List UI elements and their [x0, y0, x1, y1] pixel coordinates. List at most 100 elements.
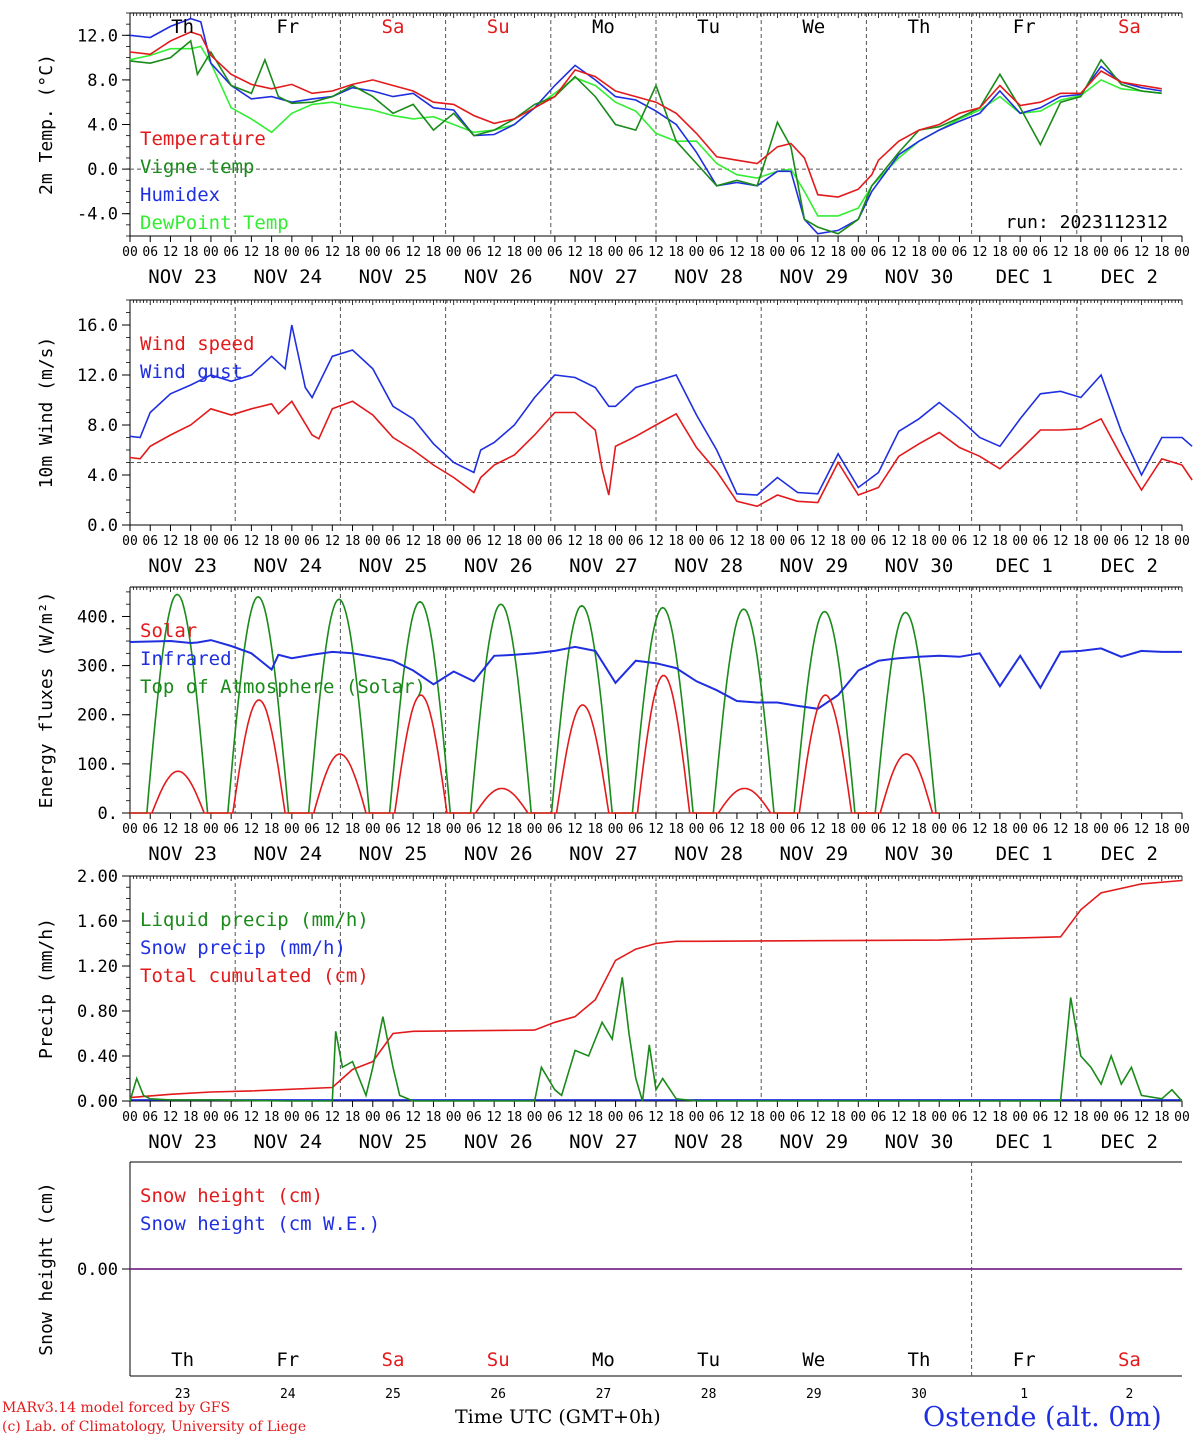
hour-tick-label: 18 — [911, 245, 927, 260]
hour-tick-label: 18 — [587, 1110, 603, 1125]
hour-tick-label: 12 — [405, 1110, 421, 1125]
hour-tick-label: 18 — [264, 1110, 280, 1125]
hour-tick-label: 00 — [446, 245, 462, 260]
hour-tick-label: 06 — [142, 1110, 158, 1125]
hour-tick-label: 18 — [1073, 822, 1089, 837]
hour-tick-label: 00 — [608, 245, 624, 260]
date-label: NOV 23 — [148, 555, 217, 577]
day-name-label: Th — [908, 1349, 931, 1371]
hour-tick-label: 00 — [1093, 822, 1109, 837]
date-label: NOV 27 — [569, 555, 638, 577]
hour-tick-label: 06 — [871, 534, 887, 549]
hour-tick-label: 18 — [507, 1110, 523, 1125]
hour-tick-label: 18 — [749, 245, 765, 260]
legend-entry: Top of Atmosphere (Solar) — [140, 676, 426, 698]
series-line-wind-speed — [129, 400, 1193, 508]
y-tick-label: 0.00 — [77, 1092, 118, 1112]
hour-tick-label: 18 — [1154, 245, 1170, 260]
y-tick-label: 1.20 — [77, 957, 118, 977]
date-label: NOV 27 — [569, 843, 638, 865]
hour-tick-label: 12 — [972, 1110, 988, 1125]
hour-tick-label: 06 — [871, 822, 887, 837]
day-name-label: Fr — [276, 16, 299, 38]
y-tick-label: 1.60 — [77, 912, 118, 932]
hour-tick-label: 06 — [223, 534, 239, 549]
hour-tick-label: 06 — [790, 534, 806, 549]
hour-tick-label: 00 — [284, 245, 300, 260]
hour-tick-label: 06 — [790, 245, 806, 260]
hour-tick-label: 12 — [324, 245, 340, 260]
y-axis-label: 10m Wind (m/s) — [36, 337, 57, 489]
series-line-liquid-precip-mm-h- — [129, 977, 1183, 1102]
hour-tick-label: 00 — [770, 245, 786, 260]
date-label: DEC 1 — [996, 1131, 1053, 1153]
date-label: NOV 26 — [464, 555, 533, 577]
hour-tick-label: 12 — [163, 245, 179, 260]
legend-entry: Solar — [140, 620, 197, 642]
y-tick-label: 8.0 — [87, 416, 118, 436]
hour-tick-label: 00 — [931, 245, 947, 260]
hour-tick-label: 12 — [648, 822, 664, 837]
day-name-label: Su — [487, 1349, 510, 1371]
series-line-top-of-atmosphere-solar- — [130, 593, 940, 814]
hour-tick-label: 06 — [466, 822, 482, 837]
hour-tick-label: 12 — [244, 534, 260, 549]
hour-tick-label: 00 — [1012, 1110, 1028, 1125]
hour-tick-label: 18 — [345, 1110, 361, 1125]
date-label: NOV 30 — [885, 266, 954, 288]
hour-tick-label: 00 — [365, 534, 381, 549]
date-label: NOV 30 — [885, 1131, 954, 1153]
date-label: NOV 29 — [779, 1131, 848, 1153]
day-number-label: 28 — [701, 1387, 717, 1402]
date-label: NOV 27 — [569, 266, 638, 288]
hour-tick-label: 12 — [1134, 534, 1150, 549]
hour-tick-label: 12 — [405, 245, 421, 260]
legend-entry: Wind speed — [140, 333, 254, 355]
hour-tick-label: 18 — [426, 245, 442, 260]
hour-tick-label: 00 — [1174, 822, 1190, 837]
hour-tick-label: 12 — [567, 245, 583, 260]
series-line-solar — [130, 674, 940, 814]
hour-tick-label: 00 — [527, 245, 543, 260]
hour-tick-label: 12 — [810, 822, 826, 837]
hour-tick-label: 06 — [1033, 534, 1049, 549]
date-label: NOV 24 — [253, 843, 322, 865]
hour-tick-label: 00 — [1012, 534, 1028, 549]
date-label: NOV 28 — [674, 266, 743, 288]
hour-tick-label: 06 — [385, 245, 401, 260]
date-label: NOV 29 — [779, 843, 848, 865]
hour-tick-label: 00 — [689, 822, 705, 837]
hour-tick-label: 06 — [628, 534, 644, 549]
hour-tick-label: 00 — [446, 534, 462, 549]
legend-entry: Vigne temp — [140, 156, 254, 178]
hour-tick-label: 00 — [608, 534, 624, 549]
date-label: NOV 26 — [464, 1131, 533, 1153]
hour-tick-label: 12 — [567, 822, 583, 837]
hour-tick-label: 12 — [567, 534, 583, 549]
date-label: DEC 2 — [1101, 266, 1158, 288]
hour-tick-label: 06 — [466, 1110, 482, 1125]
day-number-label: 25 — [385, 1387, 401, 1402]
hour-tick-label: 18 — [587, 822, 603, 837]
hour-tick-label: 18 — [668, 534, 684, 549]
hour-tick-label: 18 — [830, 245, 846, 260]
hour-tick-label: 00 — [608, 822, 624, 837]
station-label: Ostende (alt. 0m) — [923, 1402, 1162, 1433]
legend-entry: Snow height (cm W.E.) — [140, 1213, 380, 1235]
hour-tick-label: 00 — [689, 1110, 705, 1125]
hour-tick-label: 12 — [648, 1110, 664, 1125]
series-line-temperature — [129, 31, 1162, 198]
day-name-label: Sa — [382, 16, 405, 38]
day-name-label: Tu — [697, 16, 720, 38]
date-label: NOV 24 — [253, 1131, 322, 1153]
hour-tick-label: 06 — [304, 534, 320, 549]
hour-tick-label: 18 — [587, 534, 603, 549]
hour-tick-label: 06 — [709, 822, 725, 837]
hour-tick-label: 06 — [385, 822, 401, 837]
hour-tick-label: 00 — [284, 822, 300, 837]
hour-tick-label: 12 — [1134, 822, 1150, 837]
y-tick-label: 200. — [77, 706, 118, 726]
date-label: DEC 1 — [996, 266, 1053, 288]
hour-tick-label: 06 — [466, 245, 482, 260]
